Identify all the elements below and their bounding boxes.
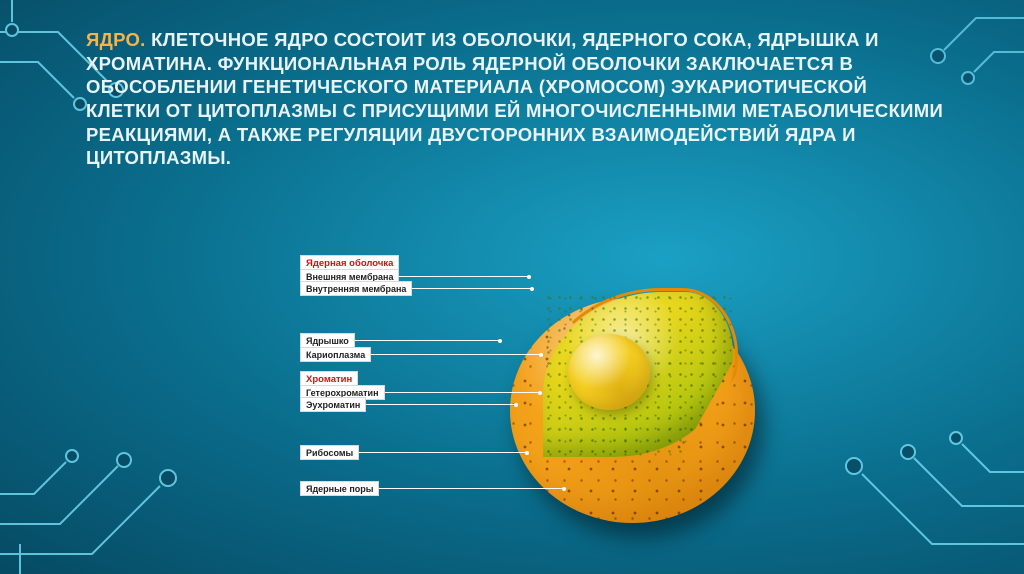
leader-ribosomes xyxy=(359,452,527,453)
slide-title: ЯДРО. КЛЕТОЧНОЕ ЯДРО СОСТОИТ ИЗ ОБОЛОЧКИ… xyxy=(86,28,946,170)
leader-euchromatin xyxy=(366,404,516,405)
label-text-nuclear_pores: Ядерные поры xyxy=(300,481,379,496)
label-text-ribosomes: Рибосомы xyxy=(300,445,359,460)
label-euchromatin: Эухроматин xyxy=(300,397,516,412)
circuit-bottom-left xyxy=(0,404,260,574)
leader-nucleolus xyxy=(355,340,500,341)
nucleolus-sphere xyxy=(568,334,650,410)
label-text-inner_membrane: Внутренняя мембрана xyxy=(300,281,412,296)
leader-outer_membrane xyxy=(399,276,529,277)
leader-karyoplasm xyxy=(371,354,541,355)
label-inner_membrane: Внутренняя мембрана xyxy=(300,281,532,296)
label-ribosomes: Рибосомы xyxy=(300,445,527,460)
leader-nuclear_pores xyxy=(379,488,564,489)
leader-inner_membrane xyxy=(412,288,532,289)
title-lead: ЯДРО. xyxy=(86,29,146,50)
label-text-euchromatin: Эухроматин xyxy=(300,397,366,412)
label-nuclear_pores: Ядерные поры xyxy=(300,481,564,496)
title-body: КЛЕТОЧНОЕ ЯДРО СОСТОИТ ИЗ ОБОЛОЧКИ, ЯДЕР… xyxy=(86,29,943,168)
nucleus-diagram: Ядерная оболочкаВнешняя мембранаВнутренн… xyxy=(300,255,860,545)
label-text-karyoplasm: Кариоплазма xyxy=(300,347,371,362)
label-karyoplasm: Кариоплазма xyxy=(300,347,541,362)
leader-heterochromatin xyxy=(385,392,540,393)
